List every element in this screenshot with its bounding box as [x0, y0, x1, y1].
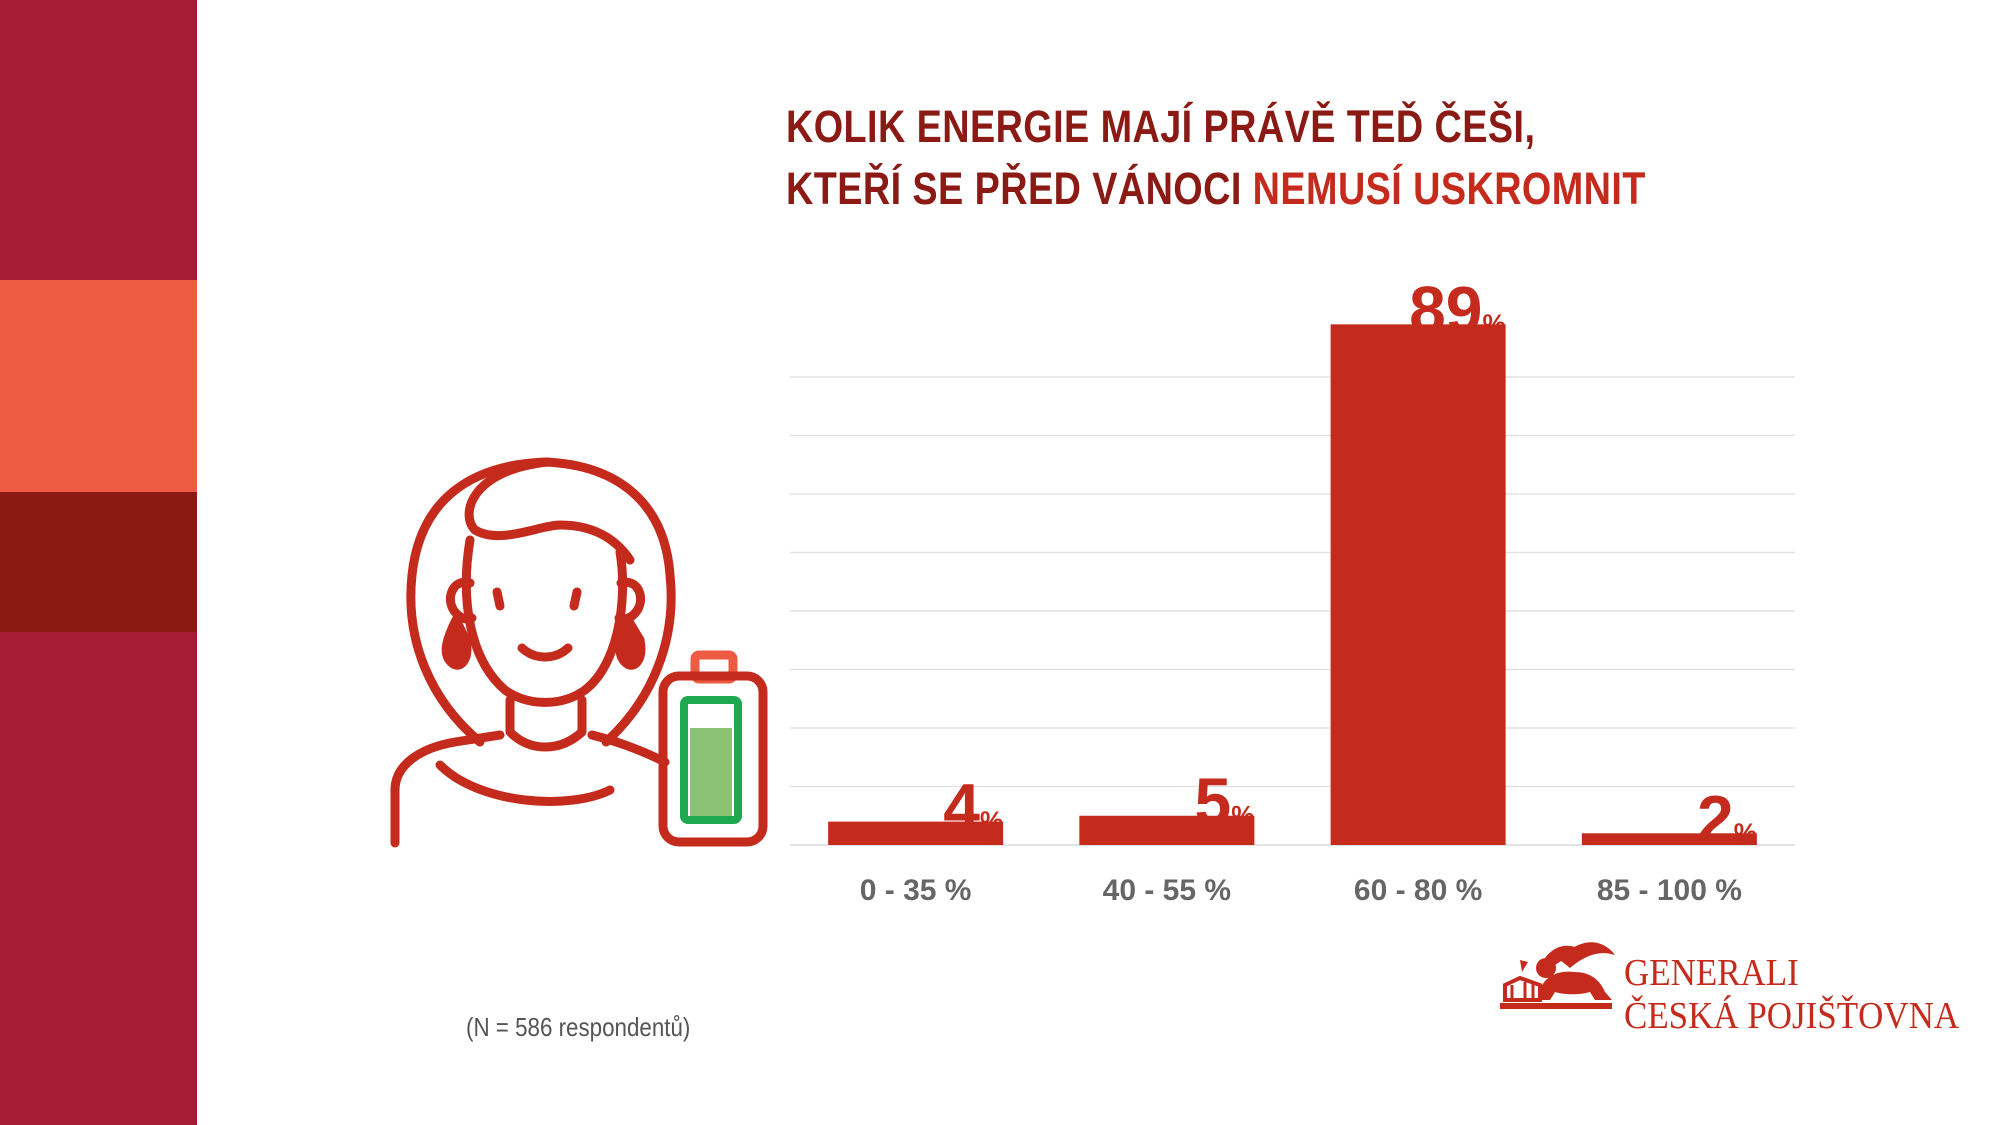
title-highlight: NEMUSÍ USKROMNIT: [1252, 163, 1646, 214]
value-label-2: 5%: [1195, 764, 1255, 838]
bar-2: [1079, 815, 1255, 845]
chart-title: KOLIK ENERGIE MAJÍ PRÁVĚ TEĎ ČEŠI, KTEŘÍ…: [786, 96, 1646, 220]
value-number-1: 4: [943, 770, 980, 844]
category-label-1: 0 - 35 %: [860, 874, 972, 907]
title-line-1: KOLIK ENERGIE MAJÍ PRÁVĚ TEĎ ČEŠI,: [786, 101, 1536, 152]
value-number-2: 5: [1195, 764, 1232, 838]
value-label-4: 2%: [1697, 781, 1757, 855]
woman-icon: [390, 457, 676, 848]
category-label-4: 85 - 100 %: [1597, 874, 1742, 907]
chart-grid: [790, 376, 1795, 846]
title-line-2-plain: KTEŘÍ SE PŘED VÁNOCI: [786, 163, 1253, 214]
title-line-2: KTEŘÍ SE PŘED VÁNOCI NEMUSÍ USKROMNIT: [786, 158, 1646, 220]
value-number-3: 89: [1409, 272, 1482, 346]
value-unit-4: %: [1734, 817, 1757, 847]
chart-bars: [828, 324, 1757, 846]
stripe-crimson-top: [0, 0, 197, 280]
stripe-dark-red: [0, 492, 197, 632]
stripe-crimson-bottom: [0, 632, 197, 1125]
bar-1: [828, 821, 1004, 845]
logo-line-2: ČESKÁ POJIŠŤOVNA: [1624, 995, 1960, 1037]
logo-wordmark: GENERALI ČESKÁ POJIŠŤOVNA: [1624, 952, 1959, 1038]
value-unit-2: %: [1231, 800, 1254, 830]
value-number-4: 2: [1697, 781, 1734, 855]
category-label-2: 40 - 55 %: [1103, 874, 1231, 907]
value-unit-3: %: [1483, 308, 1506, 338]
battery-icon: [658, 650, 768, 847]
generali-logo: GENERALI ČESKÁ POJIŠŤOVNA: [1494, 952, 1969, 1042]
bar-4: [1581, 833, 1757, 845]
category-label-3: 60 - 80 %: [1354, 874, 1482, 907]
chart-value-labels: 4% 5%89%2%: [943, 272, 1757, 855]
lion-logo-icon: [1500, 942, 1615, 1009]
chart-category-labels: 0 - 35 % 40 - 55 % 60 - 80 % 85 - 100 %: [860, 874, 1742, 907]
value-label-1: 4%: [943, 770, 1003, 844]
value-unit-1: %: [980, 806, 1003, 836]
value-label-3: 89%: [1409, 272, 1506, 346]
logo-line-1: GENERALI: [1624, 952, 1799, 994]
sample-size-note: (N = 586 respondentů): [466, 1012, 691, 1042]
bar-3: [1330, 324, 1506, 846]
stripe-orange: [0, 280, 197, 492]
